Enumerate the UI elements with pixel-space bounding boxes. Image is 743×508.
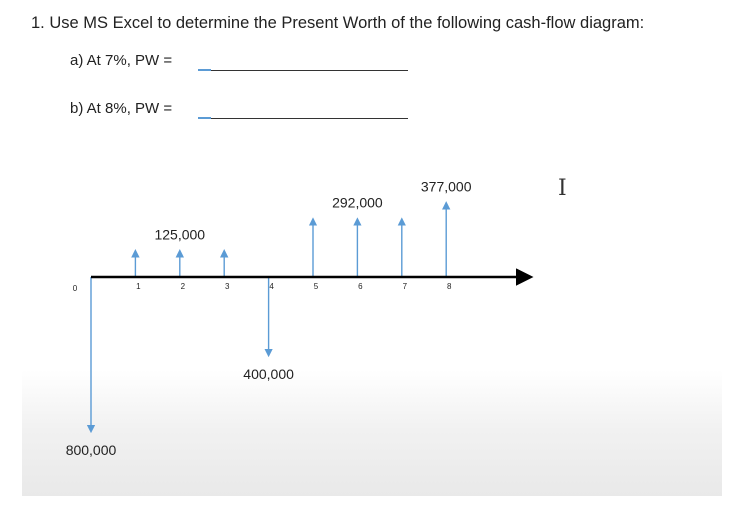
part-a-answer-blank [198, 70, 408, 71]
period-label-6: 6 [358, 282, 363, 291]
amount-label-0: 800,000 [66, 442, 117, 458]
amount-label-3: 292,000 [332, 195, 383, 211]
part-a-label: a) At 7%, PW = [70, 52, 173, 69]
amount-label-2: 400,000 [243, 366, 294, 382]
part-b-answer-blank [198, 118, 408, 119]
period-label-1: 1 [136, 282, 141, 291]
period-label-2: 2 [181, 282, 186, 291]
part-a-blank-accent [198, 69, 211, 71]
text-cursor-icon: I [558, 176, 567, 201]
period-label-8: 8 [447, 282, 452, 291]
period-label-0: 0 [73, 284, 78, 293]
amount-label-1: 125,000 [154, 226, 205, 242]
right-margin [722, 0, 743, 508]
period-label-3: 3 [225, 282, 230, 291]
slide-canvas [22, 0, 722, 496]
bottom-margin [0, 496, 743, 508]
amount-label-4: 377,000 [421, 178, 472, 194]
question-title: 1. Use MS Excel to determine the Present… [31, 14, 645, 32]
part-b-blank-accent [198, 117, 211, 119]
period-label-5: 5 [314, 282, 319, 291]
part-b-label: b) At 8%, PW = [70, 100, 173, 117]
period-label-7: 7 [403, 282, 408, 291]
period-label-4: 4 [269, 282, 274, 291]
